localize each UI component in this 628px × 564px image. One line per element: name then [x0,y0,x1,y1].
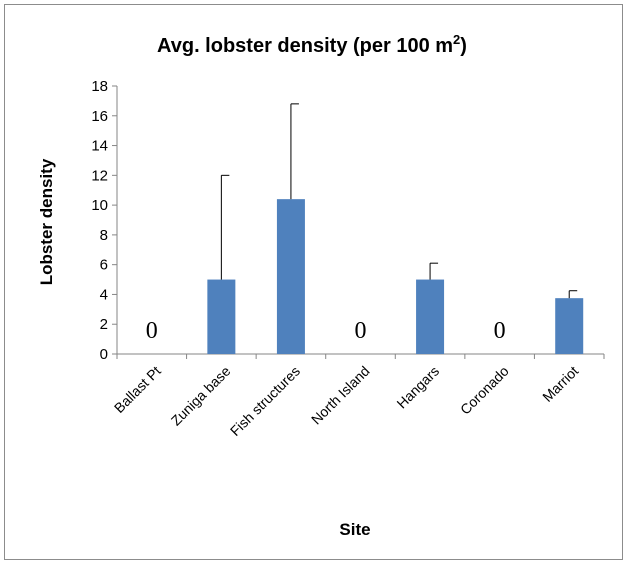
y-tick-label: 14 [91,138,108,155]
title-suffix: ) [460,35,467,57]
x-category-label: Coronado [457,363,512,418]
x-category-label: Hangars [393,363,442,412]
bar [555,298,584,354]
data-label: 0 [355,318,367,344]
y-tick-label: 4 [100,286,108,303]
x-category-label: Zuniga base [168,363,234,429]
x-axis-title: Site [339,520,370,539]
y-tick-label: 12 [91,167,108,184]
x-category-label: North Island [308,363,373,428]
chart-frame [4,4,623,560]
data-label: 0 [146,318,158,344]
y-axis-title: Lobster density [37,158,56,285]
bar [207,279,236,354]
chart-title: Avg. lobster density (per 100 m2) [157,32,467,57]
data-label: 0 [494,318,506,344]
y-tick-label: 2 [100,316,108,333]
y-tick-label: 8 [100,227,108,244]
y-tick-label: 16 [91,108,108,125]
bar [416,279,445,354]
y-tick-label: 6 [100,257,108,274]
x-category-label: Marriot [539,363,581,405]
y-tick-label: 0 [100,346,108,363]
bar [276,199,305,354]
y-tick-label: 10 [91,197,108,214]
x-category-label: Ballast Pt [111,363,164,416]
x-category-label: Fish structures [227,363,303,439]
title-superscript: 2 [453,32,460,47]
y-tick-label: 18 [91,78,108,95]
